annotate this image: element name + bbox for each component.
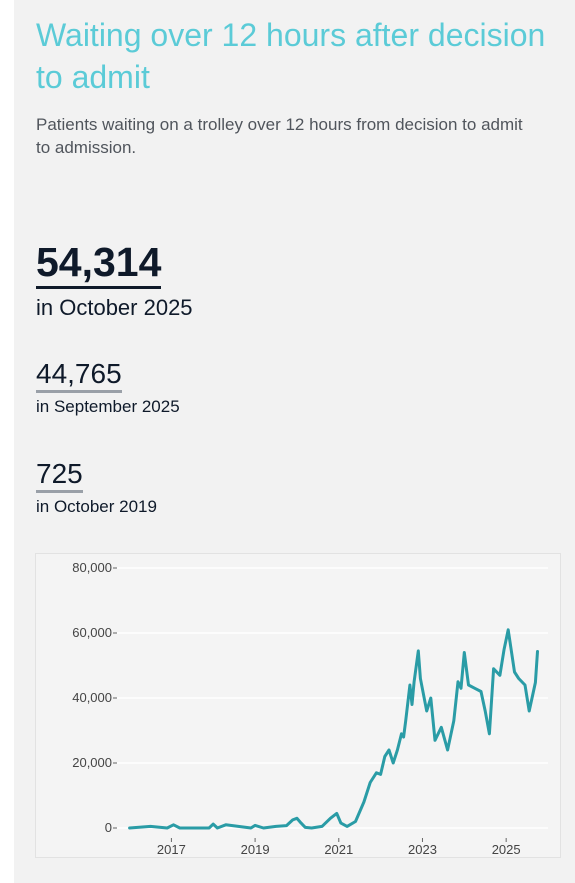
x-tick-label: 2017 bbox=[157, 842, 186, 857]
stat-current-value: 54,314 bbox=[36, 238, 162, 289]
y-tick-label: 0 bbox=[105, 820, 112, 835]
x-tick-label: 2021 bbox=[324, 842, 353, 857]
y-tick-label: 80,000 bbox=[72, 560, 112, 575]
stat-previous-month: 44,765 in September 2025 bbox=[36, 358, 180, 417]
y-tick-label: 20,000 bbox=[72, 755, 112, 770]
panel: Waiting over 12 hours after decision to … bbox=[14, 0, 575, 883]
stat-previous-month-value: 44,765 bbox=[36, 358, 122, 393]
series-line bbox=[128, 628, 539, 830]
chart-container: 0 20,000 40,000 60,000 80,000 2017 2019 2021 202… bbox=[35, 553, 561, 858]
y-tick-label: 40,000 bbox=[72, 690, 112, 705]
stat-current-label: in October 2025 bbox=[36, 295, 193, 320]
x-tick-label: 2023 bbox=[408, 842, 437, 857]
line-chart: 0 20,000 40,000 60,000 80,000 2017 2019 2021 202… bbox=[72, 560, 548, 857]
x-tick-label: 2025 bbox=[492, 842, 521, 857]
stat-baseline-label: in October 2019 bbox=[36, 497, 157, 516]
x-tick-label: 2019 bbox=[241, 842, 270, 857]
page-title: Waiting over 12 hours after decision to … bbox=[36, 17, 546, 95]
stat-baseline: 725 in October 2019 bbox=[36, 458, 157, 517]
stat-previous-month-label: in September 2025 bbox=[36, 397, 180, 416]
stat-current: 54,314 in October 2025 bbox=[36, 238, 193, 321]
page-subtitle: Patients waiting on a trolley over 12 ho… bbox=[36, 115, 523, 157]
stat-baseline-value: 725 bbox=[36, 458, 83, 493]
y-tick-label: 60,000 bbox=[72, 625, 112, 640]
